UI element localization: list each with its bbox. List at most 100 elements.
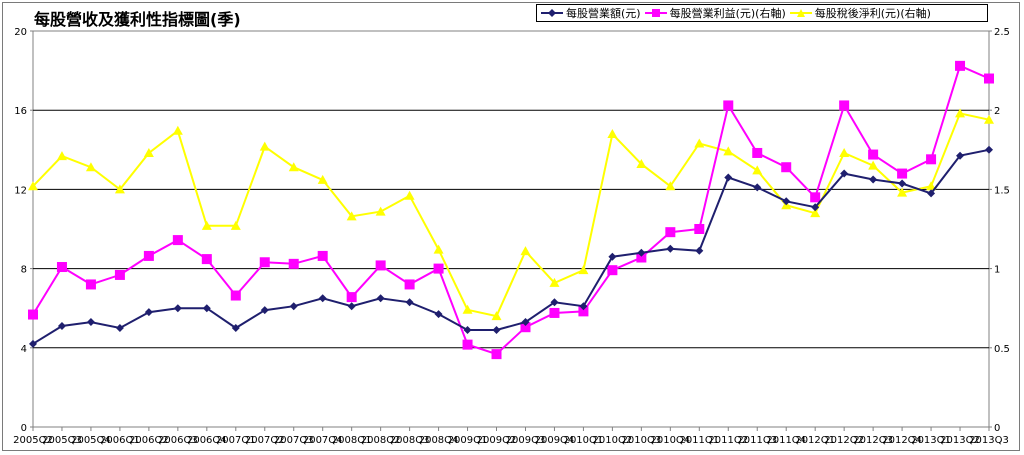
data-point-operating-profit xyxy=(868,149,879,160)
x-tick-label: 2009Q3 xyxy=(506,435,546,446)
data-point-revenue xyxy=(318,294,327,303)
x-tick-label: 2008Q3 xyxy=(390,435,430,446)
data-point-net-profit xyxy=(752,165,763,175)
data-point-net-profit xyxy=(259,141,270,151)
data-point-net-profit xyxy=(375,206,386,216)
data-point-revenue xyxy=(289,302,298,311)
data-point-net-profit xyxy=(665,181,676,191)
data-point-revenue xyxy=(724,173,733,182)
data-point-revenue xyxy=(29,339,37,348)
data-point-revenue xyxy=(956,151,965,160)
x-tick-label: 2012Q1 xyxy=(795,435,835,446)
data-point-net-profit xyxy=(723,146,734,156)
x-tick-label: 2010Q2 xyxy=(593,435,633,446)
data-point-operating-profit xyxy=(665,227,676,238)
series-line-triangle xyxy=(32,112,990,318)
x-tick-label: 2007Q2 xyxy=(245,435,285,446)
data-point-revenue xyxy=(492,325,501,334)
data-point-net-profit xyxy=(955,108,966,118)
data-point-operating-profit xyxy=(955,60,966,71)
data-point-operating-profit xyxy=(491,349,502,360)
legend-item-operating-profit: 每股營業利益(元)(右軸) xyxy=(641,5,786,21)
data-point-operating-profit xyxy=(897,168,908,179)
data-point-revenue xyxy=(57,322,66,331)
x-tick-label: 2013Q2 xyxy=(940,435,980,446)
data-point-net-profit xyxy=(462,304,473,314)
data-point-net-profit xyxy=(868,160,879,170)
y-right-tick-label: 0.5 xyxy=(994,344,1010,355)
data-point-net-profit xyxy=(607,128,618,138)
plot-border xyxy=(32,30,990,428)
x-tick-label: 2009Q1 xyxy=(448,435,488,446)
data-point-net-profit xyxy=(549,277,560,287)
data-point-operating-profit xyxy=(404,279,415,290)
data-point-operating-profit xyxy=(143,250,154,261)
data-point-operating-profit xyxy=(926,154,937,165)
data-point-net-profit xyxy=(984,114,994,124)
legend-marker-square-icon xyxy=(644,9,667,17)
x-tick-label: 2008Q1 xyxy=(332,435,372,446)
y-right-tick-label: 2 xyxy=(994,106,1000,117)
data-point-revenue xyxy=(550,298,559,307)
data-point-net-profit xyxy=(578,265,589,275)
data-point-net-profit xyxy=(317,174,328,184)
data-point-net-profit xyxy=(230,220,241,230)
legend: 每股營業額(元) 每股營業利益(元)(右軸) 每股稅後淨利(元)(右軸) xyxy=(536,4,988,22)
data-point-revenue xyxy=(695,246,704,255)
data-point-revenue xyxy=(840,169,849,178)
data-point-revenue xyxy=(637,248,646,257)
data-point-operating-profit xyxy=(984,73,994,84)
data-point-revenue xyxy=(782,197,791,206)
data-point-net-profit xyxy=(201,220,212,230)
x-tick-label: 2008Q4 xyxy=(419,435,459,446)
data-point-revenue xyxy=(260,306,269,315)
data-point-revenue xyxy=(144,308,153,317)
legend-label-revenue: 每股營業額(元) xyxy=(566,7,641,20)
data-point-net-profit xyxy=(56,151,67,161)
x-tick-label: 2005Q4 xyxy=(71,435,111,446)
y-left-tick-label: 16 xyxy=(14,106,27,117)
x-tick-label: 2013Q3 xyxy=(969,435,1009,446)
data-point-revenue xyxy=(753,183,762,192)
data-point-operating-profit xyxy=(549,307,560,318)
y-right-tick-label: 0 xyxy=(994,423,1000,434)
data-point-operating-profit xyxy=(810,192,821,203)
x-tick-label: 2013Q1 xyxy=(911,435,951,446)
data-point-net-profit xyxy=(404,190,415,200)
data-point-revenue xyxy=(608,252,617,261)
data-point-revenue xyxy=(347,302,356,311)
data-point-net-profit xyxy=(143,147,154,157)
data-point-net-profit xyxy=(636,159,647,169)
data-point-operating-profit xyxy=(781,162,792,173)
data-point-net-profit xyxy=(839,147,850,157)
data-point-operating-profit xyxy=(375,260,386,271)
data-point-operating-profit xyxy=(462,339,473,350)
x-tick-label: 2012Q4 xyxy=(882,435,922,446)
data-point-net-profit xyxy=(28,181,38,191)
data-point-operating-profit xyxy=(259,257,270,268)
data-point-net-profit xyxy=(810,208,821,218)
y-right-tick-label: 1.5 xyxy=(994,185,1010,196)
data-point-net-profit xyxy=(114,184,125,194)
data-point-operating-profit xyxy=(85,279,96,290)
data-point-net-profit xyxy=(897,187,908,197)
data-point-revenue xyxy=(231,324,240,332)
y-left-tick-label: 4 xyxy=(21,344,27,355)
legend-marker-diamond-icon xyxy=(541,9,563,17)
x-tick-label: 2010Q1 xyxy=(564,435,604,446)
data-point-operating-profit xyxy=(520,322,531,333)
chart-title: 每股營收及獲利性指標圖(季) xyxy=(34,10,241,29)
legend-marker-triangle-icon xyxy=(789,9,812,17)
data-point-net-profit xyxy=(520,246,531,256)
data-point-operating-profit xyxy=(636,252,647,263)
data-point-operating-profit xyxy=(114,269,125,280)
x-tick-label: 2006Q2 xyxy=(129,435,169,446)
data-point-net-profit xyxy=(926,181,937,191)
x-tick-label: 2012Q3 xyxy=(853,435,893,446)
data-point-revenue xyxy=(869,175,878,184)
x-tick-label: 2007Q4 xyxy=(303,435,343,446)
data-point-operating-profit xyxy=(288,258,299,269)
x-tick-label: 2011Q2 xyxy=(708,435,748,446)
data-point-net-profit xyxy=(346,211,357,221)
